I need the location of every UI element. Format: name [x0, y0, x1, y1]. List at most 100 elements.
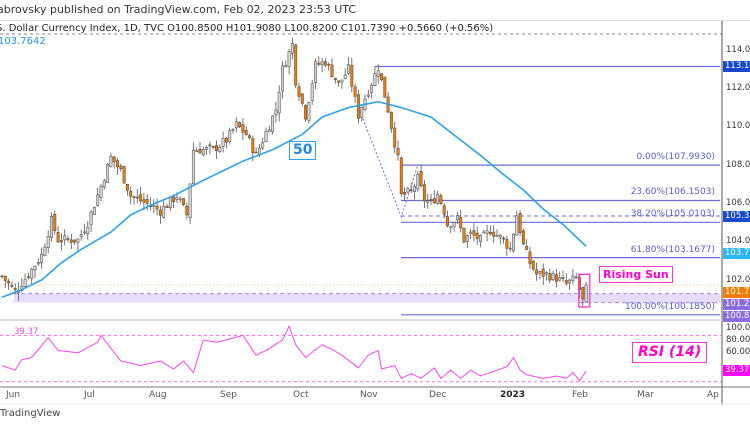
candle-down	[383, 76, 387, 98]
time-axis-label: Jun	[6, 390, 21, 400]
candle-up	[413, 185, 416, 192]
candle-up	[482, 231, 486, 234]
candle-up	[307, 102, 311, 121]
candle-down	[525, 246, 529, 250]
candle-up	[465, 235, 469, 242]
candle-up	[92, 207, 96, 215]
candle-down	[172, 196, 176, 203]
rsi-ref-label: 39.37	[14, 327, 39, 337]
candle-up	[449, 226, 453, 229]
candle-down	[459, 217, 463, 229]
candle-up	[347, 64, 350, 74]
candle-up	[320, 61, 324, 66]
candle-up	[584, 284, 588, 303]
candle-down	[10, 285, 14, 287]
candle-down	[73, 239, 77, 243]
candle-down	[7, 280, 11, 284]
candle-up	[33, 265, 37, 271]
candle-up	[512, 233, 515, 252]
candle-up	[79, 234, 83, 238]
fib-label: 0.00%(107.9930)	[636, 152, 715, 163]
candle-up	[23, 279, 27, 287]
candle-up	[162, 206, 166, 218]
candle-down	[116, 160, 119, 168]
candle-up	[366, 94, 370, 97]
candle-down	[56, 232, 60, 243]
candle-down	[446, 216, 449, 227]
rsi-label: RSI (14)	[632, 342, 708, 363]
candle-up	[264, 131, 268, 142]
candle-up	[228, 130, 232, 142]
candle-up	[43, 246, 47, 256]
candle-up	[515, 215, 519, 236]
candle-down	[0, 275, 4, 278]
price-badge: 100.82	[723, 310, 750, 322]
candle-down	[353, 86, 357, 97]
candle-down	[248, 135, 251, 138]
candle-up	[86, 226, 90, 235]
candle-down	[330, 64, 334, 78]
candle-down	[535, 269, 539, 275]
candle-down	[508, 247, 512, 250]
candle-up	[479, 234, 482, 242]
rising-sun-label: Rising Sun	[599, 266, 673, 283]
candle-up	[551, 273, 555, 280]
candle-down	[531, 260, 535, 270]
candle-down	[215, 145, 218, 152]
fib-label: 61.80%(103.1677)	[630, 244, 715, 255]
candle-up	[343, 74, 347, 80]
candle-up	[498, 234, 502, 238]
price-badge: 105.34	[723, 210, 750, 222]
candle-down	[396, 148, 400, 156]
candle-up	[558, 277, 562, 281]
candle-down	[182, 198, 185, 205]
candle-down	[145, 199, 149, 204]
candle-up	[102, 180, 106, 188]
time-axis-label: Mar	[637, 390, 654, 400]
candle-down	[502, 237, 506, 240]
time-axis-label: Jul	[84, 390, 95, 400]
candle-up	[221, 138, 225, 147]
candle-up	[83, 231, 86, 234]
candle-up	[96, 194, 100, 206]
candle-up	[30, 268, 34, 279]
candle-up	[574, 276, 578, 279]
symbol-legend: S. Dollar Currency Index, 1D, TVC O100.8…	[0, 23, 494, 34]
price-badge: 101.29	[723, 298, 750, 310]
candle-down	[211, 146, 215, 148]
fib-label: 100.00%(100.1850)	[624, 301, 715, 312]
candle-down	[521, 230, 525, 245]
candle-up	[36, 262, 40, 265]
candle-down	[403, 191, 407, 195]
price-badge: 39.37	[723, 365, 750, 377]
candle-up	[376, 70, 380, 77]
candle-down	[409, 189, 413, 192]
candle-down	[198, 149, 202, 154]
price-axis-label: 102.00	[726, 274, 750, 285]
candle-down	[528, 251, 532, 264]
candle-up	[178, 198, 182, 201]
candle-up	[218, 146, 222, 152]
fib-label: 38.20%(105.0103)	[630, 209, 715, 220]
candle-up	[287, 51, 291, 67]
price-axis-label: 112.00	[726, 82, 750, 93]
candle-down	[317, 62, 321, 65]
candle-up	[267, 129, 271, 132]
candle-down	[53, 214, 57, 232]
price-badge: 103.76	[723, 248, 750, 260]
tradingview-brand: TradingView	[0, 408, 61, 419]
time-axis-label: Sep	[220, 390, 237, 400]
candle-down	[429, 199, 433, 201]
price-badge: 101.73	[723, 286, 750, 298]
candle-down	[472, 230, 476, 236]
candle-down	[129, 190, 133, 197]
candle-down	[399, 157, 403, 194]
candle-down	[122, 166, 126, 184]
candle-up	[168, 197, 172, 208]
price-badge: 113.14	[723, 60, 750, 72]
candle-up	[360, 106, 364, 118]
candle-up	[314, 61, 317, 84]
candle-up	[271, 115, 275, 133]
price-axis-label: 110.00	[726, 121, 750, 132]
